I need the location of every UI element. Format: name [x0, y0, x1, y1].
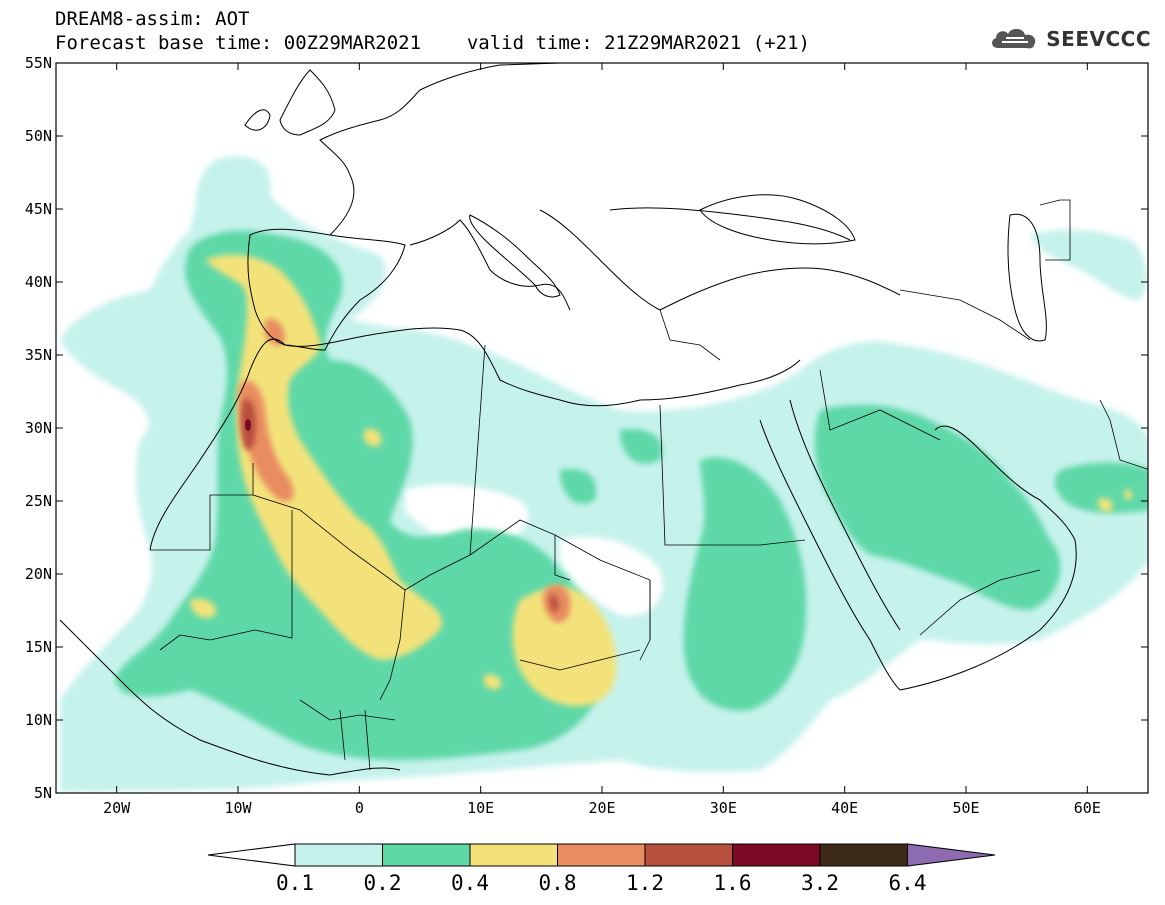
aot-region-chad-red — [549, 594, 559, 612]
colorbar-segment — [644, 843, 733, 867]
lon-tick-label: 0 — [355, 799, 364, 817]
forecast-times: Forecast base time: 00Z29MAR2021 valid t… — [55, 32, 810, 54]
colorbar-segment — [819, 843, 908, 867]
colorbar-segment — [469, 843, 558, 867]
colorbar-level-label: 6.4 — [888, 871, 927, 895]
lat-tick-label: 45N — [25, 200, 52, 218]
colorbar-level-label: 0.1 — [276, 871, 314, 895]
lat-tick-label: 20N — [25, 565, 52, 583]
lon-tick-label: 20W — [103, 799, 131, 817]
aot-region-libya-teal — [620, 429, 663, 464]
country-borders — [150, 199, 1148, 771]
lon-tick-label: 20E — [588, 799, 615, 817]
aot-clear-atlantic — [75, 477, 120, 543]
colorbar-over-arrow — [907, 843, 996, 867]
colorbar-segment — [382, 843, 471, 867]
lon-tick-label: 10W — [224, 799, 252, 817]
aot-region-oman-yellow — [1098, 498, 1113, 512]
lon-tick-label: 60E — [1074, 799, 1101, 817]
aot-clear-sahara — [405, 484, 529, 545]
coastlines — [59, 63, 1077, 776]
colorbar-segment — [294, 843, 383, 867]
axis-ticks: 20W 10W 0 10E 20E 30E 40E 50E 60E 5N 10N 15N 20N 25N 3… — [25, 54, 1148, 817]
colorbar — [207, 843, 996, 867]
aot-field — [60, 156, 1148, 792]
aot-region-algeria-yellow — [363, 428, 382, 447]
aot-region-gibraltar-orange — [265, 318, 285, 346]
lon-tick-label: 50E — [952, 799, 979, 817]
aot-region-spain-teal — [560, 469, 597, 504]
aot-region-caspian — [1030, 229, 1147, 300]
colorbar-segment — [732, 843, 821, 867]
aot-region-gulf-teal — [1054, 462, 1148, 514]
aot-region-sudan-teal — [683, 457, 807, 711]
colorbar-level-label: 0.4 — [451, 871, 489, 895]
lat-tick-label: 35N — [25, 346, 52, 364]
lat-tick-label: 5N — [34, 784, 52, 802]
aot-max-morocco — [245, 419, 251, 431]
valid-time-label: valid time: 21Z29MAR2021 (+21) — [466, 32, 810, 54]
seevccc-logo: SEEVCCC — [988, 24, 1151, 54]
lat-tick-label: 40N — [25, 273, 52, 291]
colorbar-level-label: 0.8 — [538, 871, 577, 895]
aot-region-oman2-yellow — [1124, 489, 1133, 500]
colorbar-level-label: 3.2 — [801, 871, 839, 895]
base-time-label: Forecast base time: 00Z29MAR2021 — [55, 32, 422, 54]
lat-tick-label: 10N — [25, 711, 52, 729]
aot-region-chad-yellow — [512, 586, 617, 707]
aot-clear-libya — [560, 536, 663, 616]
lon-tick-label: 10E — [467, 799, 494, 817]
aot-clear-iran — [960, 287, 1060, 353]
lat-tick-label: 15N — [25, 638, 52, 656]
lat-tick-label: 50N — [25, 127, 52, 145]
map-title: DREAM8-assim: AOT — [55, 8, 250, 30]
lon-tick-label: 30E — [710, 799, 737, 817]
colorbar-level-label: 1.6 — [713, 871, 752, 895]
lat-tick-label: 25N — [25, 492, 52, 510]
colorbar-segment — [557, 843, 646, 867]
aot-region-morocco-yellow — [205, 254, 442, 660]
aot-region-arabia-teal — [814, 404, 1061, 610]
colorbar-under-arrow — [207, 843, 296, 867]
aot-region-niger-yellow — [483, 674, 502, 690]
colorbar-level-label: 1.2 — [626, 871, 664, 895]
cloud-logo-icon — [992, 28, 1036, 49]
aot-region-iberia-teal — [115, 230, 603, 760]
colorbar-level-label: 0.2 — [363, 871, 402, 895]
lat-tick-label: 30N — [25, 419, 52, 437]
lat-tick-label: 55N — [25, 54, 52, 72]
logo-text: SEEVCCC — [1046, 27, 1151, 51]
lon-tick-label: 40E — [831, 799, 858, 817]
aot-region-mali-yellow — [190, 598, 216, 618]
